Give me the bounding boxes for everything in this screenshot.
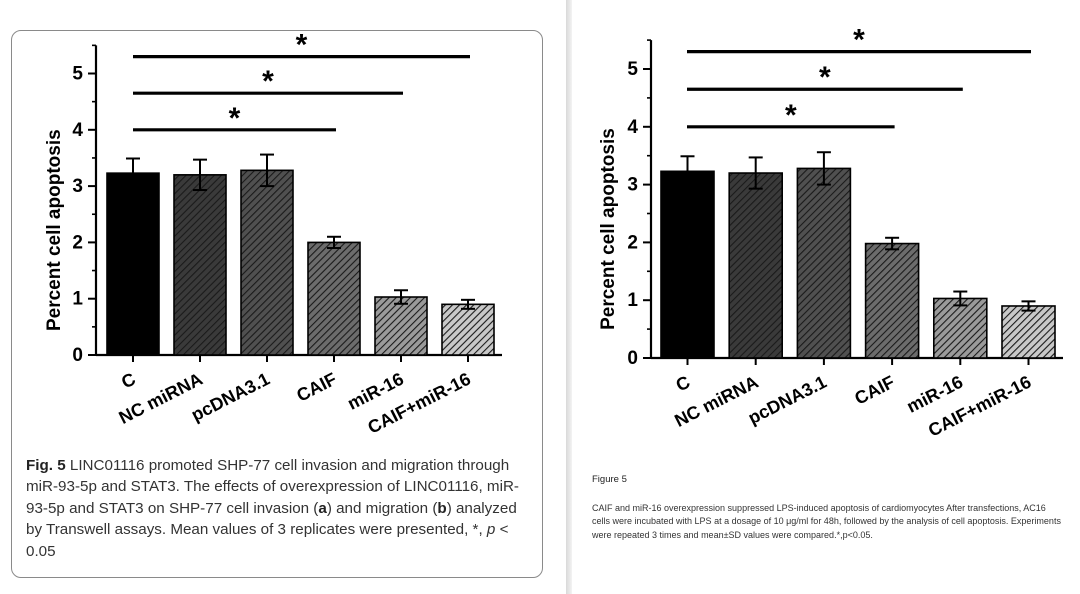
right-significance-star-1: * [819,61,831,94]
left-y-tick-label: 4 [72,120,83,141]
right-figure-caption: CAIF and miR-16 overexpression suppresse… [592,503,1061,540]
left-y-tick-label: 1 [72,289,83,310]
left-caption-text-4: < 0.05 [26,521,509,560]
left-bar-5 [441,303,495,356]
right-y-tick-label: 4 [627,117,638,138]
left-fig-label: Fig. 5 [26,457,66,474]
right-y-tick-label: 0 [627,348,638,369]
right-category-label-3: CAIF [851,372,898,409]
right-bar-2 [796,167,852,359]
left-significance-star-2: * [296,29,308,62]
left-caption-panel-b: b [437,499,447,517]
left-y-axis-label: Percent cell apoptosis [44,129,65,331]
right-category-label-0: C [673,372,694,396]
left-significance-star-1: * [262,65,274,98]
right-bar-4 [932,297,988,359]
right-y-tick-label: 2 [627,232,638,253]
left-bar-4 [374,296,428,356]
right-y-tick-label: 5 [627,59,638,80]
right-bar-1 [728,172,784,359]
left-figure-caption: Fig. 5 LINC01116 promoted SHP-77 cell in… [26,455,531,562]
right-figure-title: Figure 5 [592,474,627,485]
left-caption-p: p [486,521,496,539]
left-y-tick-label: 3 [72,176,83,197]
panel-divider [566,0,572,594]
left-bar-1 [173,174,227,356]
left-caption-panel-a: a [318,499,327,517]
right-significance-star-0: * [785,99,797,132]
left-bar-2 [240,169,294,356]
left-category-label-0: C [118,369,139,393]
right-y-axis-label: Percent cell apoptosis [598,128,619,330]
right-y-tick-label: 1 [627,290,638,311]
left-bar-3 [307,241,361,356]
left-bar-0 [106,172,160,356]
left-y-tick-label: 5 [72,64,83,85]
left-caption-text-3: ) analyzed by Transwell assays. Mean val… [26,499,517,539]
right-bar-5 [1001,305,1056,359]
right-y-tick-label: 3 [627,175,638,196]
right-bar-3 [864,242,920,359]
right-significance-star-2: * [853,24,865,57]
left-category-label-3: CAIF [293,369,340,406]
right-category-label-2: pcDNA3.1 [745,372,830,428]
left-y-tick-label: 2 [72,232,83,253]
left-caption-text-2: ) and migration ( [326,499,438,517]
right-bar-0 [660,170,715,359]
left-caption-text-1: LINC01116 promoted SHP-77 cell invasion … [26,457,519,517]
left-significance-star-0: * [229,102,241,135]
left-y-tick-label: 0 [72,345,83,366]
